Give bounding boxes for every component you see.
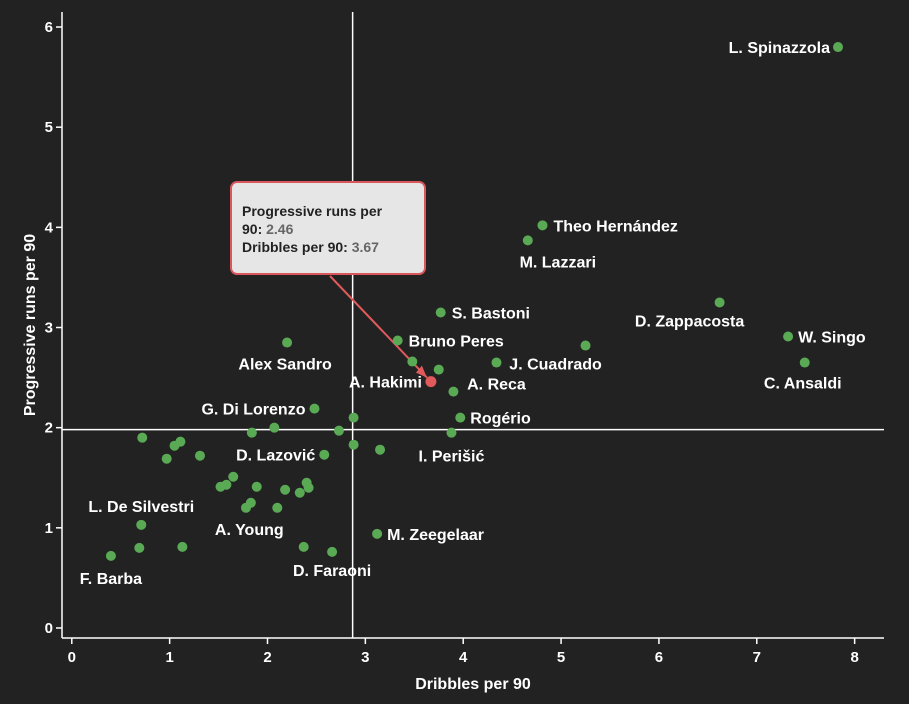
data-point[interactable] [161, 453, 172, 464]
point-label: J. Cuadrado [509, 357, 602, 374]
x-tick-label: 8 [850, 649, 858, 666]
point-label: D. Zappacosta [635, 313, 744, 330]
data-point[interactable] [298, 541, 309, 552]
point-label: F. Barba [80, 571, 142, 588]
data-point[interactable] [177, 541, 188, 552]
data-point-highlighted[interactable] [425, 376, 437, 388]
data-point[interactable] [251, 481, 262, 492]
data-point[interactable] [333, 425, 344, 436]
point-label: Alex Sandro [238, 357, 332, 374]
data-point[interactable] [246, 427, 257, 438]
point-label: A. Young [215, 522, 284, 539]
data-point[interactable] [348, 439, 359, 450]
tooltip-pointer-arrowhead [415, 365, 427, 378]
data-point[interactable] [375, 444, 386, 455]
point-label: W. Singo [798, 330, 866, 347]
data-point[interactable] [407, 356, 418, 367]
x-tick-label: 2 [263, 649, 271, 666]
data-point[interactable] [269, 422, 280, 433]
y-axis-title: Progressive runs per 90 [22, 234, 39, 416]
tooltip-line-3: Dribbles per 90: 3.67 [242, 239, 379, 255]
y-tick-label: 1 [45, 520, 53, 537]
data-point[interactable] [714, 297, 725, 308]
y-tick-label: 4 [45, 219, 54, 236]
tooltip: Progressive runs per 90: 2.46 Dribbles p… [230, 181, 426, 275]
point-label: Bruno Peres [409, 334, 504, 351]
data-point[interactable] [294, 487, 305, 498]
data-point[interactable] [228, 471, 239, 482]
y-tick-label: 6 [45, 19, 53, 36]
data-point[interactable] [327, 546, 338, 557]
data-point[interactable] [221, 479, 232, 490]
data-point[interactable] [392, 335, 403, 346]
point-label: L. De Silvestri [88, 499, 194, 516]
data-point[interactable] [446, 427, 457, 438]
data-point[interactable] [105, 550, 116, 561]
x-tick-label: 4 [459, 649, 468, 666]
y-tick-label: 0 [45, 620, 53, 637]
y-tick-label: 5 [45, 119, 53, 136]
point-label: D. Faraoni [293, 563, 371, 580]
data-point[interactable] [455, 412, 466, 423]
data-point[interactable] [309, 403, 320, 414]
tooltip-x-value: 3.67 [351, 239, 379, 255]
tick-labels: 0 1 2 3 4 5 6 7 8 0 1 2 3 4 5 6 [45, 19, 859, 666]
data-point[interactable] [319, 449, 330, 460]
data-point[interactable] [833, 42, 844, 53]
point-label: Rogério [470, 411, 531, 428]
tooltip-line-2: 90: 2.46 [242, 221, 294, 237]
tooltip-y-value: 2.46 [266, 221, 294, 237]
point-label: M. Zeegelaar [387, 527, 484, 544]
data-point[interactable] [433, 364, 444, 375]
data-point[interactable] [136, 519, 147, 530]
x-tick-label: 3 [361, 649, 369, 666]
point-labels: L. Spinazzola Theo Hernández M. Lazzari D. … [80, 40, 866, 588]
x-axis-title: Dribbles per 90 [415, 676, 531, 693]
axes [61, 12, 884, 639]
data-point[interactable] [303, 482, 314, 493]
point-label: S. Bastoni [452, 305, 530, 322]
y-tick-label: 3 [45, 320, 53, 337]
data-point[interactable] [522, 235, 533, 246]
point-label: A. Reca [467, 377, 526, 394]
data-point[interactable] [137, 432, 148, 443]
point-label: Theo Hernández [553, 218, 677, 235]
data-point[interactable] [194, 450, 205, 461]
x-tick-label: 0 [68, 649, 76, 666]
data-point[interactable] [537, 220, 548, 231]
data-point[interactable] [783, 331, 794, 342]
data-point[interactable] [435, 307, 446, 318]
point-label: D. Lazović [236, 448, 315, 465]
point-label: L. Spinazzola [729, 40, 830, 57]
point-label: C. Ansaldi [764, 376, 842, 393]
point-label: M. Lazzari [520, 254, 596, 271]
data-point[interactable] [240, 502, 251, 513]
data-point[interactable] [134, 542, 145, 553]
tooltip-line-1: Progressive runs per [242, 203, 383, 219]
reference-lines [62, 12, 884, 638]
point-label: G. Di Lorenzo [201, 402, 305, 419]
data-point[interactable] [448, 386, 459, 397]
data-point[interactable] [799, 357, 810, 368]
data-point[interactable] [580, 340, 591, 351]
data-points [105, 42, 844, 561]
data-point[interactable] [282, 337, 293, 348]
point-label: I. Perišić [419, 449, 485, 466]
data-point[interactable] [175, 436, 186, 447]
point-label: A. Hakimi [349, 375, 422, 392]
data-point[interactable] [280, 484, 291, 495]
data-point[interactable] [348, 412, 359, 423]
x-tick-label: 6 [655, 649, 663, 666]
data-point[interactable] [491, 357, 502, 368]
x-tick-label: 1 [165, 649, 173, 666]
x-tick-label: 5 [557, 649, 565, 666]
data-point[interactable] [272, 502, 283, 513]
data-point[interactable] [372, 528, 383, 539]
y-tick-label: 2 [45, 420, 53, 437]
x-tick-label: 7 [753, 649, 761, 666]
